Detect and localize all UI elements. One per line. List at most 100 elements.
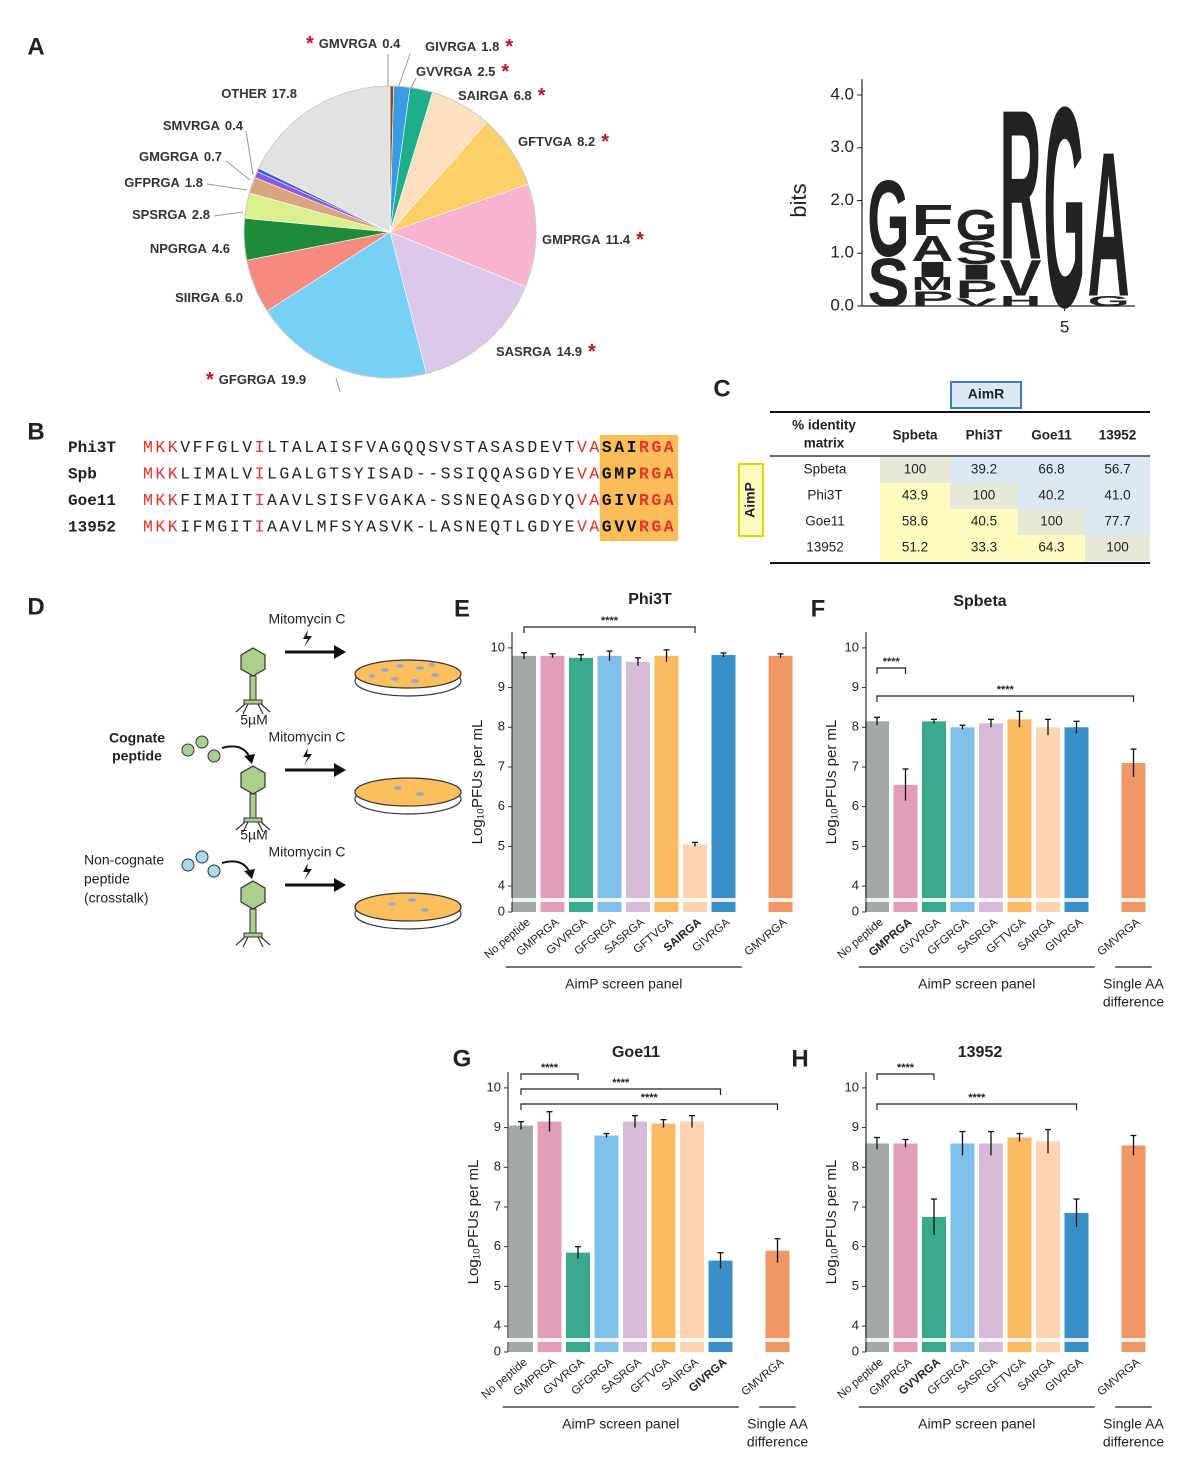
significance-label: **** — [968, 1092, 986, 1104]
slice-label: SMVRGA 0.4 — [163, 118, 244, 133]
y-tick-label: 7 — [852, 758, 859, 773]
sequence-segment: RGA — [639, 438, 676, 457]
sequence-segment: SAI — [602, 438, 639, 457]
significance-bracket — [520, 1088, 722, 1095]
logo-letter: S — [867, 244, 909, 321]
y-tick-label: 8 — [852, 1159, 859, 1174]
cell-bg — [1018, 483, 1085, 509]
sequence-segment: RGA — [639, 491, 676, 510]
peptide — [207, 864, 221, 878]
sequence-segment: IFMGIT — [180, 518, 254, 537]
peptide — [195, 735, 209, 749]
y-tick-label: 4 — [494, 1318, 501, 1333]
y-tick-label: 5 — [852, 1278, 859, 1293]
peptide-label: Non-cognate — [84, 852, 164, 868]
axis-break — [867, 1338, 1147, 1342]
significance-bracket — [523, 626, 696, 633]
panel-label: E — [454, 595, 470, 622]
cell-bg — [950, 535, 1018, 561]
slice-name: GFTVGA — [518, 134, 573, 149]
sequence-segment: AAVLMFSYASVK-LASNEQTLGDYE — [267, 518, 577, 537]
sequence-segment: I — [255, 491, 267, 510]
slice-name: SIIRGA — [175, 290, 220, 305]
bar — [893, 1143, 918, 1352]
sequence-segment: LIMALV — [180, 465, 254, 484]
cell-bg — [1018, 457, 1085, 483]
y-axis-label: Log₁₀PFUs per mL — [823, 1160, 840, 1285]
y-tick-label: 8 — [494, 1159, 501, 1174]
slice-name: OTHER — [221, 86, 267, 101]
bar — [509, 1125, 533, 1352]
logo-letter: R — [1000, 66, 1042, 304]
group-label: AimP screen panel — [565, 976, 682, 992]
peptide — [181, 858, 195, 872]
x-tick-label: GMVRGA — [1095, 916, 1142, 958]
y-tick-label: 0 — [852, 903, 859, 918]
slice-value: 4.6 — [212, 241, 230, 256]
y-tick-label: 9 — [852, 679, 859, 694]
leader-line — [213, 211, 244, 217]
chart-title: Spbeta — [953, 593, 1006, 610]
cell-bg — [880, 483, 950, 509]
table-cell: 64.3 — [1038, 540, 1064, 555]
sequence-segment: I — [255, 438, 267, 457]
panel-label: F — [811, 595, 826, 622]
slice-value: 8.2 — [577, 134, 595, 149]
table-cell: 100 — [904, 462, 927, 477]
table-corner: matrix — [804, 436, 845, 451]
highlight-star: * — [538, 85, 546, 107]
slice-name: GIVRGA — [425, 39, 477, 54]
sequence-segment: MKK — [143, 465, 180, 484]
group-label: AimP screen panel — [918, 1416, 1035, 1432]
cell-bg — [950, 483, 1018, 509]
sequence-name: 13952 — [68, 519, 116, 537]
sequence-segment: MKK — [143, 438, 180, 457]
leader-line — [409, 77, 417, 91]
y-tick-label: 9 — [498, 679, 505, 694]
row-header: Goe11 — [805, 514, 845, 529]
sequence-segment: I — [255, 518, 267, 537]
cell-bg — [1085, 535, 1150, 561]
logo-letter: H — [1000, 293, 1042, 309]
logo-letter: G — [1044, 48, 1086, 367]
y-tick-label: 5 — [494, 1278, 501, 1293]
y-tick-label: 8 — [852, 719, 859, 734]
bar — [512, 655, 536, 912]
x-tick-label: GMVRGA — [742, 916, 789, 958]
bar — [1007, 1137, 1032, 1352]
sequence-segment: RGA — [639, 465, 676, 484]
group-label: AimP screen panel — [562, 1416, 679, 1432]
logo-letter: S — [955, 234, 997, 270]
sequence-segment: GIV — [602, 491, 639, 510]
peptide-label: (crosstalk) — [84, 890, 149, 906]
aimp-box — [738, 463, 764, 537]
logo-letter: V — [955, 296, 997, 308]
highlight-star: * — [636, 229, 644, 251]
leader-line — [397, 53, 411, 89]
group-label: difference — [747, 1434, 808, 1450]
bar — [594, 1135, 619, 1352]
logo-letter: A — [1088, 110, 1130, 340]
column-header: Spbeta — [892, 428, 938, 443]
sequence-segment: RGA — [639, 518, 676, 537]
bar — [540, 655, 565, 912]
sequence-name: Goe11 — [68, 492, 116, 510]
slice-value: 14.9 — [557, 344, 582, 359]
y-tick-label: 3.0 — [830, 137, 854, 156]
y-tick-label: 0 — [852, 1343, 859, 1358]
logo-letter: G — [867, 159, 909, 280]
sequence: MKKVFFGLVILTALAISFVAGQQSVSTASASDEVTVASAI… — [143, 438, 676, 457]
sequence-segment: LGALGTSYISAD--SSIQQASGDYE — [267, 465, 577, 484]
logo-letter: F — [911, 196, 953, 244]
bar — [569, 657, 593, 912]
sequence-segment: VA — [577, 491, 602, 510]
peptide — [207, 749, 221, 763]
arrow-head — [244, 869, 255, 879]
peptide — [181, 743, 195, 757]
bar — [1036, 1141, 1060, 1352]
sequence-segment: AAVLSISFVGAKA-SSNEQASGDYQ — [267, 491, 577, 510]
y-tick-label: 9 — [494, 1119, 501, 1134]
agent-label: Mitomycin C — [268, 844, 345, 860]
bar — [979, 1143, 1003, 1352]
bar — [708, 1260, 733, 1352]
